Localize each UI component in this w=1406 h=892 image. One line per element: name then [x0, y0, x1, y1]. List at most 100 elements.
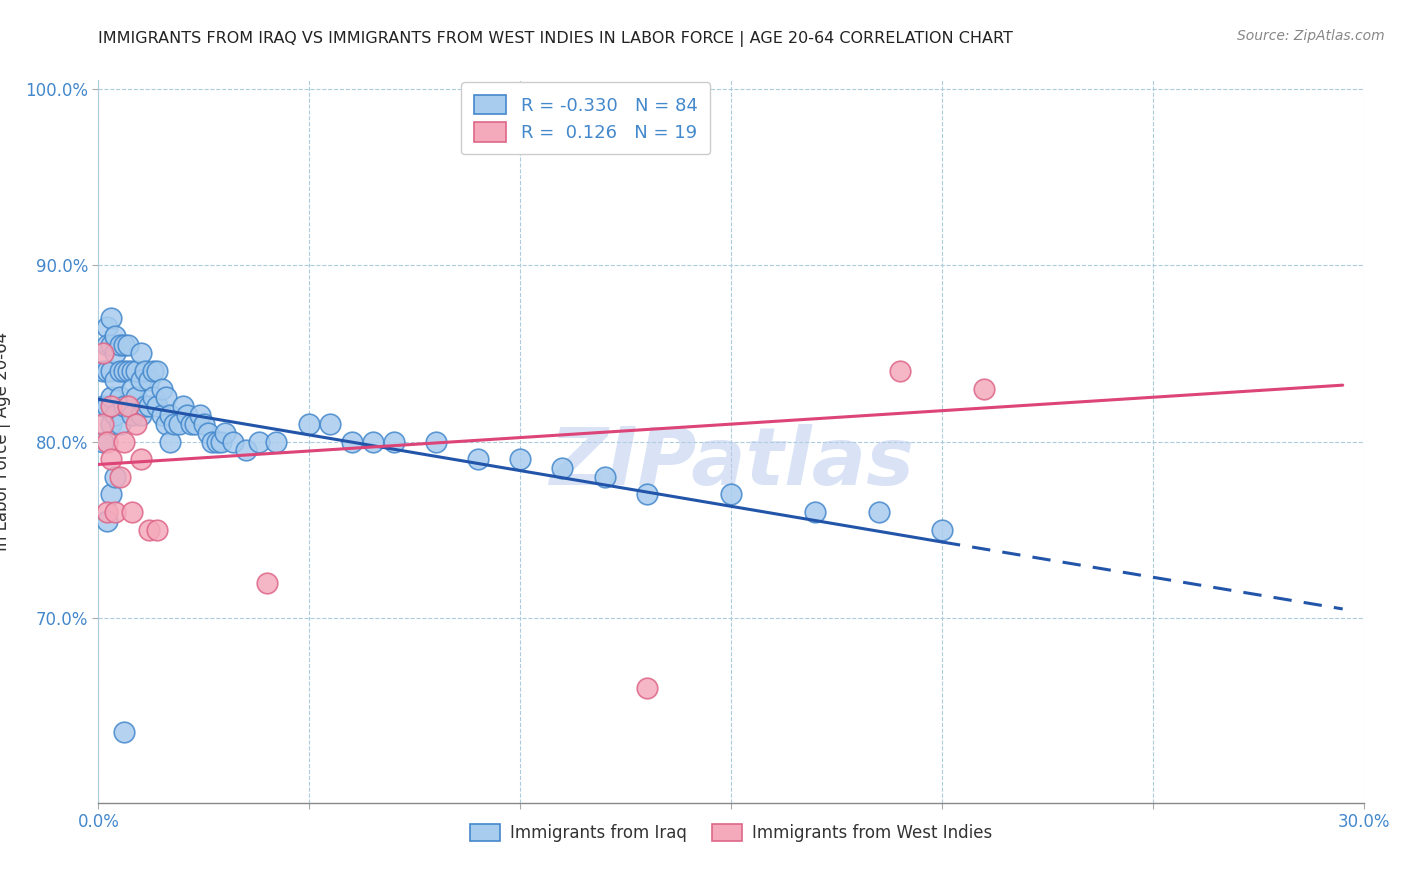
Point: [146, 399, 169, 413]
Point: [163, 417, 186, 431]
Point: [256, 575, 278, 590]
Point: [889, 364, 911, 378]
Point: [636, 681, 658, 696]
Point: [121, 382, 143, 396]
Point: [636, 487, 658, 501]
Point: [197, 425, 219, 440]
Point: [425, 434, 447, 449]
Point: [104, 505, 127, 519]
Point: [172, 399, 194, 413]
Point: [804, 505, 827, 519]
Point: [159, 408, 181, 422]
Point: [138, 373, 160, 387]
Point: [146, 364, 169, 378]
Point: [868, 505, 890, 519]
Point: [167, 417, 190, 431]
Point: [104, 373, 127, 387]
Point: [235, 443, 257, 458]
Point: [100, 417, 122, 431]
Point: [112, 725, 135, 739]
Point: [205, 434, 228, 449]
Point: [142, 364, 165, 378]
Point: [176, 408, 198, 422]
Point: [108, 470, 131, 484]
Point: [104, 328, 127, 343]
Point: [319, 417, 342, 431]
Point: [340, 434, 363, 449]
Point: [509, 452, 531, 467]
Point: [146, 523, 169, 537]
Point: [117, 337, 139, 351]
Point: [100, 399, 122, 413]
Point: [155, 417, 177, 431]
Point: [96, 399, 118, 413]
Point: [125, 391, 148, 405]
Point: [201, 434, 224, 449]
Point: [142, 391, 165, 405]
Point: [150, 408, 173, 422]
Point: [361, 434, 384, 449]
Point: [188, 408, 211, 422]
Point: [134, 364, 156, 378]
Point: [973, 382, 995, 396]
Point: [96, 320, 118, 334]
Point: [121, 408, 143, 422]
Text: IMMIGRANTS FROM IRAQ VS IMMIGRANTS FROM WEST INDIES IN LABOR FORCE | AGE 20-64 C: IMMIGRANTS FROM IRAQ VS IMMIGRANTS FROM …: [98, 31, 1014, 47]
Point: [129, 408, 152, 422]
Point: [100, 487, 122, 501]
Point: [193, 417, 215, 431]
Point: [91, 346, 114, 360]
Point: [91, 434, 114, 449]
Point: [150, 382, 173, 396]
Point: [100, 391, 122, 405]
Text: Source: ZipAtlas.com: Source: ZipAtlas.com: [1237, 29, 1385, 43]
Point: [551, 461, 574, 475]
Point: [247, 434, 270, 449]
Point: [112, 399, 135, 413]
Point: [264, 434, 287, 449]
Point: [104, 408, 127, 422]
Y-axis label: In Labor Force | Age 20-64: In Labor Force | Age 20-64: [0, 332, 11, 551]
Point: [104, 470, 127, 484]
Point: [467, 452, 489, 467]
Point: [222, 434, 245, 449]
Point: [134, 399, 156, 413]
Point: [138, 523, 160, 537]
Point: [108, 337, 131, 351]
Point: [112, 337, 135, 351]
Point: [214, 425, 236, 440]
Text: ZIPatlas: ZIPatlas: [548, 425, 914, 502]
Point: [129, 373, 152, 387]
Point: [121, 364, 143, 378]
Point: [100, 452, 122, 467]
Point: [155, 391, 177, 405]
Point: [121, 505, 143, 519]
Point: [720, 487, 742, 501]
Point: [91, 417, 114, 431]
Point: [96, 364, 118, 378]
Point: [91, 399, 114, 413]
Point: [96, 514, 118, 528]
Point: [96, 434, 118, 449]
Point: [100, 337, 122, 351]
Point: [209, 434, 232, 449]
Point: [298, 417, 321, 431]
Point: [96, 505, 118, 519]
Point: [96, 337, 118, 351]
Point: [112, 364, 135, 378]
Point: [91, 364, 114, 378]
Point: [159, 434, 181, 449]
Point: [184, 417, 207, 431]
Point: [125, 364, 148, 378]
Point: [108, 364, 131, 378]
Point: [593, 470, 616, 484]
Point: [100, 311, 122, 326]
Point: [931, 523, 953, 537]
Point: [117, 399, 139, 413]
Point: [129, 346, 152, 360]
Point: [100, 364, 122, 378]
Point: [112, 434, 135, 449]
Point: [382, 434, 405, 449]
Point: [180, 417, 202, 431]
Legend: Immigrants from Iraq, Immigrants from West Indies: Immigrants from Iraq, Immigrants from We…: [464, 817, 998, 848]
